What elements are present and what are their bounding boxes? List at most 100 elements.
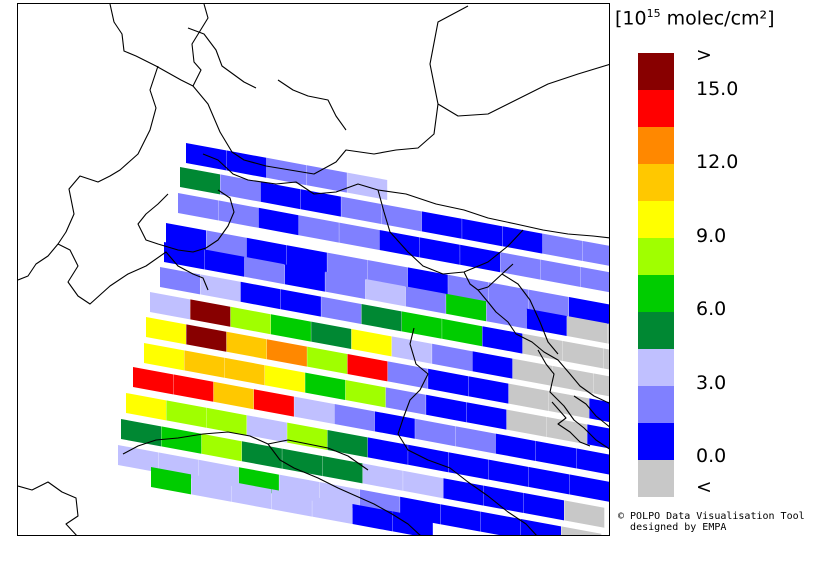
swath-pixel: [306, 165, 347, 193]
swath-pixel: [443, 478, 484, 506]
map-canvas[interactable]: [18, 4, 610, 536]
swath-pixel: [448, 274, 489, 303]
swath-pixel: [307, 346, 348, 374]
border-line: [501, 273, 559, 355]
swath-pixel: [561, 526, 602, 535]
swath-pixel: [587, 424, 609, 449]
swath-pixel: [506, 409, 547, 437]
colorbar-swatch: [638, 460, 674, 497]
swath-pixel: [190, 299, 231, 327]
swath-pixel: [146, 317, 186, 345]
swath-pixel: [564, 500, 605, 528]
swath-pixel: [563, 341, 603, 369]
swath-pixel: [294, 396, 335, 424]
border-line: [122, 431, 369, 471]
swath-pixel: [282, 448, 323, 476]
swath-pixel: [121, 419, 161, 447]
swath-pixel: [280, 289, 321, 317]
swath-pixel: [345, 380, 386, 408]
border-line: [18, 481, 79, 535]
colorbar-swatch: [638, 164, 674, 201]
swath-pixel: [576, 448, 609, 475]
swath-pixel: [547, 417, 587, 445]
border-line: [18, 65, 159, 281]
swath-pixel: [161, 426, 202, 454]
credit-text: © POLPO Data Visualisation Tool designed…: [618, 511, 805, 533]
country-borders: [18, 4, 609, 535]
colorbar-label: 6.0: [696, 298, 727, 320]
swath-pixel: [246, 415, 287, 443]
border-line: [137, 189, 235, 253]
swath-pixel: [468, 376, 509, 404]
swath-pixel: [224, 357, 265, 386]
colorbar-label: <: [696, 476, 712, 498]
colorbar-label: 3.0: [696, 372, 727, 394]
swath-pixel: [166, 223, 206, 251]
swath-pixel: [529, 467, 569, 495]
border-line: [192, 5, 469, 175]
colorbar-swatch: [638, 423, 674, 460]
swath-pixel: [392, 511, 433, 535]
swath-pixel: [522, 333, 563, 361]
swath-pixel: [200, 274, 241, 302]
swath-pixel: [379, 230, 420, 258]
colorbar-label: 9.0: [696, 225, 727, 247]
swath-pixel: [240, 281, 281, 310]
swath-pixel: [603, 348, 609, 370]
swath-pixel: [226, 150, 267, 178]
swath-pixel: [151, 467, 191, 495]
credit-line-2: designed by EMPA: [630, 522, 727, 533]
unit-text: molec/cm²]: [660, 7, 775, 30]
swath-pixel: [540, 259, 581, 287]
swath-pixel: [512, 358, 553, 386]
swath-pixel: [206, 407, 247, 436]
unit-exponent: 15: [646, 7, 661, 20]
swath-pixel: [305, 372, 346, 400]
colorbar-swatch: [638, 386, 674, 423]
swath-pixel: [549, 391, 589, 419]
swath-pixel: [166, 400, 207, 428]
colorbar-swatch: [638, 201, 674, 238]
swath-pixel: [284, 264, 325, 292]
colorbar-swatch: [638, 312, 674, 349]
swath-pixel: [220, 174, 261, 202]
swath-pixel: [341, 196, 382, 224]
swath-pixel: [322, 456, 363, 484]
border-line: [537, 349, 609, 450]
colorbar-swatch: [638, 238, 674, 275]
swath-pixel: [502, 226, 543, 254]
unit-base: [10: [615, 7, 647, 30]
swath-pixel: [241, 441, 282, 469]
swath-pixel: [300, 189, 341, 217]
swath-pixel: [266, 339, 307, 367]
swath-pixel: [352, 504, 393, 532]
credit-line-1: © POLPO Data Visualisation Tool: [618, 511, 805, 522]
swath-pixel: [415, 418, 456, 447]
swath-pixel: [298, 215, 339, 243]
swath-pixel: [528, 289, 569, 317]
swath-pixel: [126, 393, 166, 421]
border-line: [187, 27, 257, 89]
swath-pixel: [567, 316, 607, 344]
swath-pixel: [186, 143, 226, 171]
swath-pixel: [583, 241, 609, 266]
swath-pixel: [483, 485, 524, 513]
swath-pixel: [226, 331, 267, 360]
swath-pixel: [180, 167, 220, 195]
swath-pixel: [367, 437, 408, 465]
map-panel[interactable]: [17, 3, 610, 536]
swath-pixel: [311, 321, 352, 349]
swath-pixel: [569, 474, 609, 502]
swath-pixel: [536, 441, 576, 469]
swath-pixel: [327, 430, 368, 458]
swath-pixel: [286, 245, 327, 273]
swath-pixel: [569, 297, 609, 325]
colorbar-label: 15.0: [696, 78, 739, 100]
border-line: [109, 4, 209, 87]
satellite-swaths: [118, 143, 609, 535]
swath-pixel: [184, 350, 225, 378]
colorbar-swatch: [638, 349, 674, 386]
swath-pixel: [405, 286, 446, 314]
border-line: [573, 395, 609, 428]
swath-pixel: [488, 282, 529, 310]
